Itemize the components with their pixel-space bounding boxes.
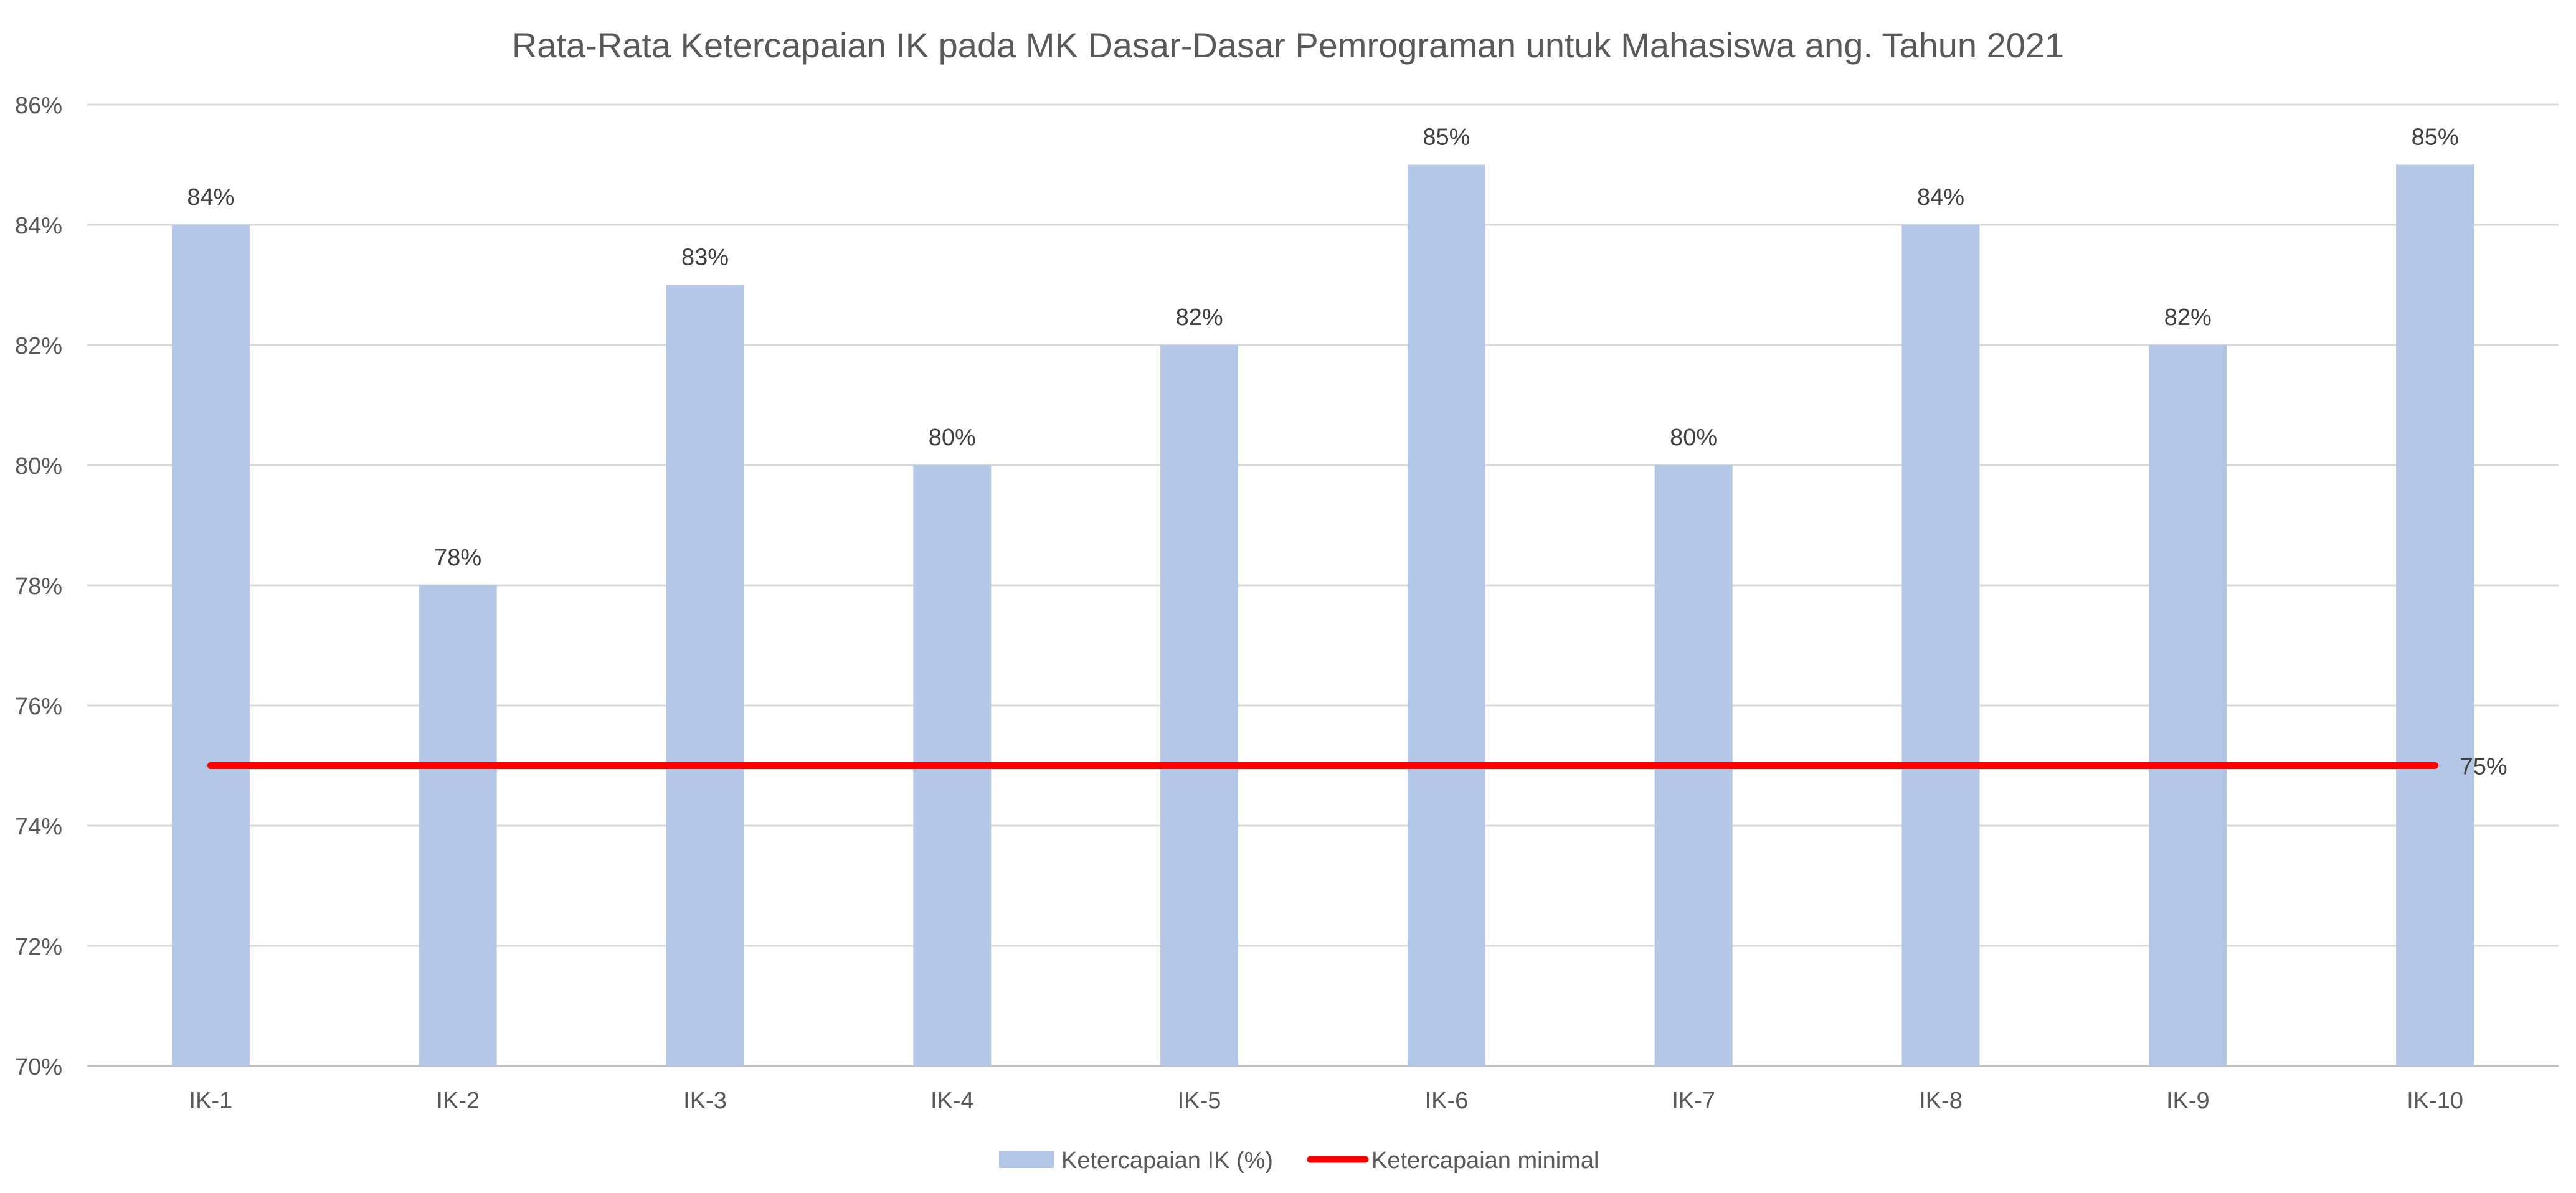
bar-data-label: 78%: [434, 545, 481, 571]
bar-ik-9: [2149, 345, 2227, 1066]
bar-data-label: 85%: [2412, 125, 2459, 151]
x-tick-label: IK-3: [683, 1088, 727, 1114]
y-tick-label: 78%: [15, 573, 62, 600]
legend-label-bar: Ketercapaian IK (%): [1061, 1148, 1273, 1174]
y-tick-label: 74%: [15, 814, 62, 840]
x-tick-label: IK-5: [1178, 1088, 1221, 1114]
bar-ik-2: [419, 585, 497, 1066]
chart-title: Rata-Rata Ketercapaian IK pada MK Dasar-…: [512, 26, 2064, 65]
y-tick-label: 70%: [15, 1054, 62, 1080]
bar-ik-3: [666, 285, 744, 1066]
bar-data-label: 80%: [1670, 425, 1717, 451]
legend-swatch-bar: [999, 1151, 1054, 1168]
bar-ik-5: [1160, 345, 1239, 1066]
x-tick-label: IK-1: [189, 1088, 233, 1114]
x-tick-label: IK-6: [1425, 1088, 1469, 1114]
y-axis-ticks: 70% 72% 74% 76% 78% 80% 82% 84% 86%: [15, 93, 62, 1080]
x-tick-label: IK-9: [2166, 1088, 2210, 1114]
legend-label-line: Ketercapaian minimal: [1371, 1148, 1599, 1174]
x-tick-label: IK-8: [1919, 1088, 1963, 1114]
bar-data-label: 84%: [187, 184, 234, 210]
bar-data-label: 80%: [929, 425, 976, 451]
y-tick-label: 84%: [15, 213, 62, 239]
line-series: 75%: [207, 754, 2507, 780]
y-tick-label: 72%: [15, 934, 62, 960]
bar-ik-6: [1407, 164, 1485, 1066]
bar-ik-10: [2396, 164, 2474, 1066]
bar-data-labels: 84% 78% 83% 80% 82% 85% 80% 84% 82% 85%: [187, 125, 2458, 572]
bar-series: [171, 164, 2474, 1066]
bar-data-label: 82%: [2164, 304, 2212, 331]
x-tick-label: IK-10: [2407, 1088, 2463, 1114]
y-tick-label: 80%: [15, 453, 62, 479]
bar-data-label: 83%: [681, 245, 729, 271]
y-tick-label: 82%: [15, 333, 62, 359]
bar-ik-1: [171, 225, 250, 1066]
x-tick-label: IK-4: [930, 1088, 974, 1114]
legend: Ketercapaian IK (%) Ketercapaian minimal: [999, 1148, 1599, 1174]
bar-data-label: 84%: [1917, 184, 1964, 210]
y-tick-label: 76%: [15, 694, 62, 720]
bar-data-label: 85%: [1423, 125, 1470, 151]
x-tick-label: IK-7: [1672, 1088, 1715, 1114]
x-tick-label: IK-2: [436, 1088, 480, 1114]
bar-ik-8: [1901, 225, 1980, 1066]
gridlines: [87, 103, 2559, 1067]
y-tick-label: 86%: [15, 93, 62, 119]
bar-data-label: 82%: [1176, 304, 1223, 331]
x-axis-ticks: IK-1 IK-2 IK-3 IK-4 IK-5 IK-6 IK-7 IK-8 IK-9 IK-1…: [189, 1088, 2463, 1114]
threshold-end-label: 75%: [2460, 754, 2507, 780]
